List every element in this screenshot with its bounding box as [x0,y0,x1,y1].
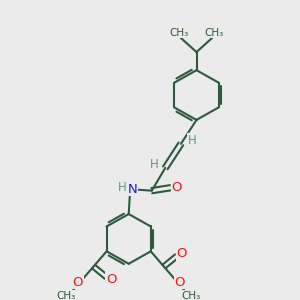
Text: CH₃: CH₃ [170,28,189,38]
Text: H: H [149,158,158,171]
Text: N: N [128,183,137,196]
Text: O: O [72,276,83,289]
Text: CH₃: CH₃ [204,28,223,38]
Text: CH₃: CH₃ [56,291,76,300]
Text: O: O [106,273,116,286]
Text: H: H [188,134,197,147]
Text: O: O [176,248,187,260]
Text: O: O [175,276,185,289]
Text: O: O [172,181,182,194]
Text: H: H [117,181,126,194]
Text: CH₃: CH₃ [182,291,201,300]
